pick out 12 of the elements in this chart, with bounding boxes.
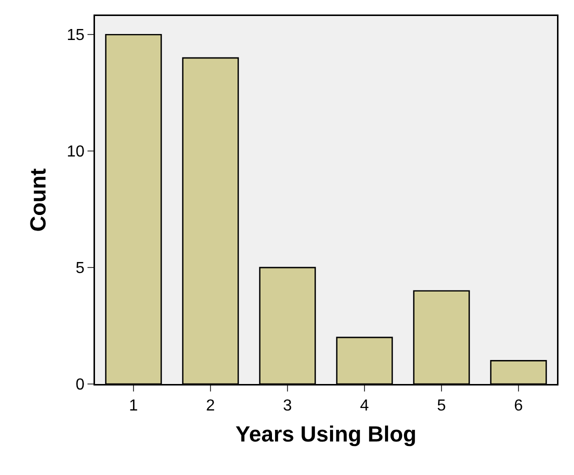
y-tick-label: 0 xyxy=(76,376,85,394)
y-axis-title: Count xyxy=(26,168,51,232)
y-tick-label: 10 xyxy=(66,144,85,161)
x-tick-label: 6 xyxy=(514,398,524,414)
x-axis-title: Years Using Blog xyxy=(236,421,416,446)
x-tick-label: 3 xyxy=(283,398,292,414)
y-tick-label: 5 xyxy=(76,260,85,278)
x-tick-label: 2 xyxy=(206,398,216,414)
x-tick-label: 1 xyxy=(129,398,138,414)
x-tick-label: 5 xyxy=(437,398,446,414)
y-tick-label: 15 xyxy=(66,27,85,44)
x-tick-label: 4 xyxy=(360,398,370,414)
